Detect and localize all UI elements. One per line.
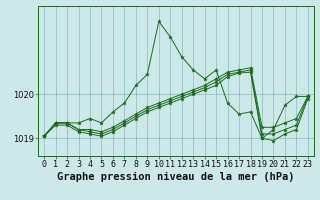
X-axis label: Graphe pression niveau de la mer (hPa): Graphe pression niveau de la mer (hPa) — [57, 172, 295, 182]
